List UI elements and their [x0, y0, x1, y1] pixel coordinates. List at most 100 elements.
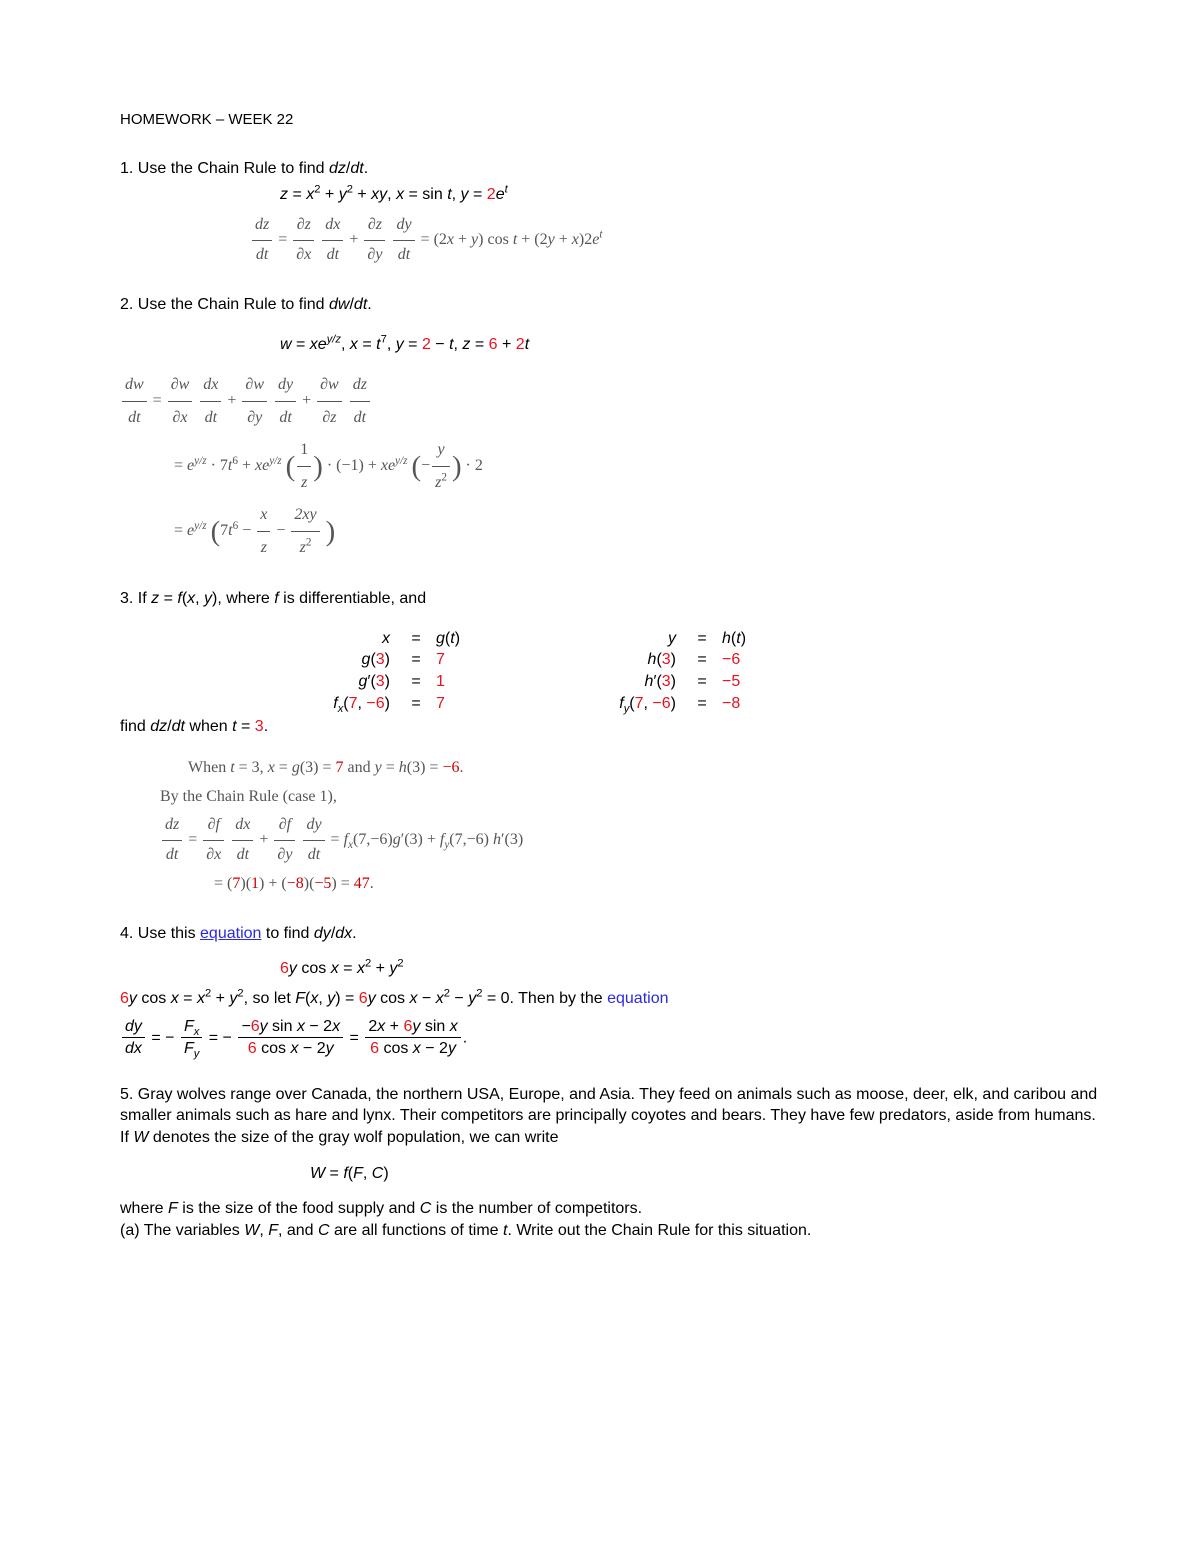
y: y: [432, 434, 450, 467]
dt: dt: [172, 718, 185, 735]
x4: x: [436, 990, 444, 1007]
seven: 7: [436, 651, 445, 668]
row-fx-fy: fx(7, −6) = 7 fy(7, −6) = −8: [180, 693, 1100, 715]
comma: ,: [318, 990, 327, 1007]
rp: ): [741, 630, 746, 647]
xe: xe: [255, 457, 269, 474]
pz: ∂z: [293, 211, 314, 241]
dx: dx: [232, 811, 253, 841]
minus2: −: [276, 522, 289, 539]
minus: −: [431, 336, 449, 353]
neg6: −6: [652, 695, 670, 712]
z2: z2: [291, 532, 319, 564]
y3: y: [368, 990, 376, 1007]
problem-1: 1. Use the Chain Rule to find dz/dt. z =…: [120, 158, 1100, 270]
eq: =: [682, 671, 722, 693]
eq: =: [682, 693, 722, 715]
then: = 0. Then by the: [482, 990, 607, 1007]
page-title: HOMEWORK – WEEK 22: [120, 110, 1100, 130]
three: 3: [255, 718, 264, 735]
dw: dw: [122, 369, 147, 402]
eq: =: [278, 231, 291, 248]
eq3: = 3,: [235, 759, 268, 776]
p2: ) + (: [259, 875, 287, 892]
y: y: [668, 630, 676, 647]
sin: = sin: [404, 186, 447, 203]
problem-3-tail: find dz/dt when t = 3.: [120, 716, 1100, 738]
eq2: =: [358, 336, 376, 353]
y4: y: [468, 990, 476, 1007]
p3: )(: [304, 875, 315, 892]
t2: ), where: [212, 590, 274, 607]
xe: xe: [310, 336, 327, 353]
dot: .: [367, 296, 371, 313]
z: z: [297, 467, 311, 499]
problem-5-where: where F is the size of the food supply a…: [120, 1198, 1100, 1220]
h: h: [722, 630, 731, 647]
problem-3-prompt: 3. If z = f(x, y), where f is differenti…: [120, 588, 1100, 610]
m2: · 2: [466, 457, 483, 474]
y: y: [289, 960, 297, 977]
two2: 2: [516, 336, 525, 353]
plus: +: [371, 960, 389, 977]
eq: =: [682, 649, 722, 671]
neg5: −5: [722, 673, 740, 690]
problem-4-frac: dydx = − FxFy = − −6y sin x − 2x 6 cos x…: [120, 1016, 1100, 1060]
xe2: xe: [381, 457, 395, 474]
m1: · (−1) +: [327, 457, 381, 474]
rp: ) =: [335, 990, 359, 1007]
F: F: [353, 1165, 363, 1182]
rp: ): [671, 651, 676, 668]
h: h: [399, 759, 407, 776]
rp: ): [385, 673, 390, 690]
dt1: dt: [232, 841, 253, 870]
g: g: [292, 759, 300, 776]
pz: ∂z: [317, 402, 342, 434]
eq: =: [188, 831, 201, 848]
dt2: dt: [275, 402, 296, 434]
y: y: [129, 990, 137, 1007]
minus2: −: [450, 990, 468, 1007]
py: ∂y: [274, 841, 295, 870]
plus: +: [320, 186, 338, 203]
x: x: [257, 499, 270, 532]
equation-link-2[interactable]: equation: [607, 990, 668, 1007]
c2: ,: [387, 336, 396, 353]
r11: )2: [579, 231, 592, 248]
row-g3-h3: g(3) = 7 h(3) = −6: [180, 649, 1100, 671]
lp: ′(: [367, 673, 375, 690]
den: 6 cos x − 2y: [238, 1038, 343, 1060]
text: 2. Use the Chain Rule to find: [120, 296, 329, 313]
dot: .: [463, 1029, 467, 1046]
equation-link[interactable]: equation: [200, 925, 261, 942]
problem-4-line1: 6y cos x = x2 + y2, so let F(x, y) = 6y …: [120, 988, 1100, 1010]
t3: t: [525, 336, 529, 353]
plus: +: [238, 457, 255, 474]
eq2: ) =: [331, 875, 353, 892]
dt: dt: [122, 402, 147, 434]
problem-4: 4. Use this equation to find dy/dx. 6y c…: [120, 923, 1100, 1060]
g: g: [436, 630, 445, 647]
C: C: [318, 1222, 330, 1239]
z: z: [280, 186, 288, 203]
Fy: Fy: [181, 1038, 202, 1060]
yz: y/z: [194, 455, 206, 467]
r3: +: [454, 231, 471, 248]
t2: to find: [261, 925, 313, 942]
three: 3: [376, 651, 385, 668]
one: 1: [436, 673, 445, 690]
r9: +: [555, 231, 572, 248]
neg8: −8: [722, 695, 740, 712]
dx: dx: [122, 1038, 145, 1060]
x: x: [331, 960, 339, 977]
problem-2-solution: dwdt = ∂w∂x dxdt + ∂w∂y dydt + ∂w∂z dzdt…: [120, 369, 1100, 564]
x: x: [382, 630, 390, 647]
problem-3-solution: When t = 3, x = g(3) = 7 and y = h(3) = …: [160, 754, 1100, 899]
eq2: =: [331, 831, 344, 848]
y2: y: [461, 186, 469, 203]
pw3: ∂w: [317, 369, 342, 402]
dt: dt: [354, 296, 367, 313]
w2: is the size of the food supply and: [178, 1200, 420, 1217]
den2: 6 cos x − 2y: [365, 1038, 460, 1060]
plus: +: [211, 990, 229, 1007]
